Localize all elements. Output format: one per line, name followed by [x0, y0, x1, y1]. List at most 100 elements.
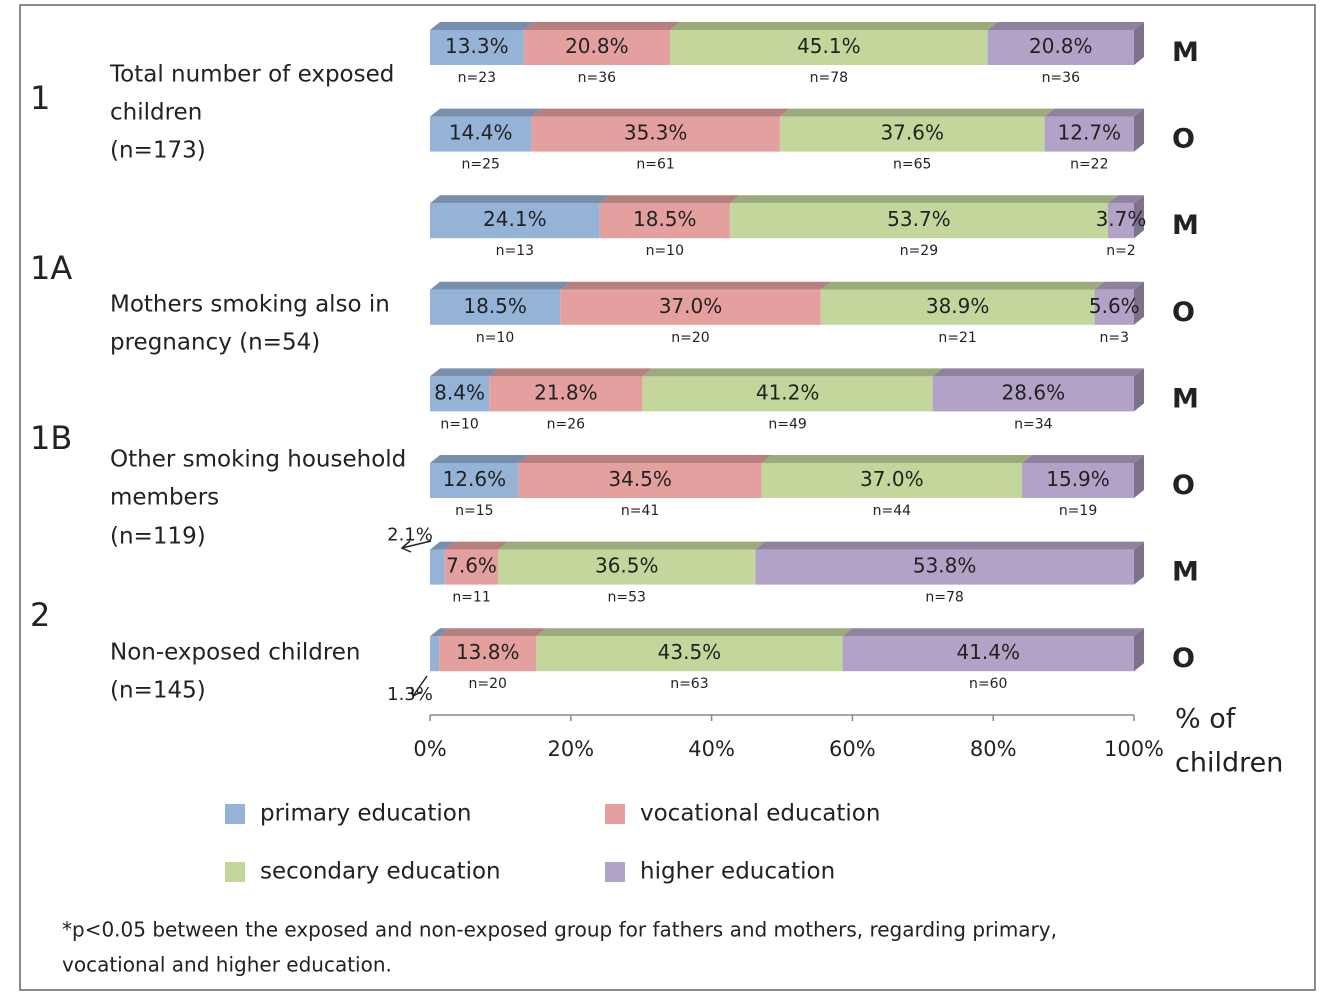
value-label: 45.1%	[797, 34, 861, 58]
value-label: 37.0%	[860, 467, 924, 491]
legend-swatch	[225, 804, 245, 824]
legend-label: vocational education	[640, 801, 880, 827]
bar-top	[489, 368, 653, 377]
count-label: n=23	[458, 70, 496, 86]
count-label: n=34	[1014, 416, 1053, 432]
value-label: 13.8%	[456, 640, 520, 664]
bar-side	[1134, 108, 1144, 152]
category-label: O	[1172, 643, 1195, 674]
bar-segment	[430, 116, 532, 152]
bar-side	[1134, 281, 1144, 325]
x-axis-label: children	[1175, 748, 1283, 779]
value-label: 8.4%	[434, 380, 485, 404]
category-label: M	[1172, 557, 1199, 588]
bar-segment	[430, 463, 519, 498]
arrow-head	[411, 686, 422, 698]
bar-segment	[599, 203, 730, 239]
bar-top	[523, 22, 681, 30]
bar-segment	[932, 376, 1134, 412]
category-label: O	[1172, 470, 1195, 501]
value-label: 41.2%	[756, 380, 820, 404]
group-label: (n=173)	[110, 138, 206, 164]
legend-label: secondary education	[260, 859, 501, 885]
bar-side	[1134, 455, 1144, 498]
bar-top	[842, 628, 1144, 637]
count-label: n=44	[873, 503, 912, 519]
count-label: n=10	[476, 330, 514, 346]
bar-top	[779, 108, 1055, 117]
bar-side	[1134, 541, 1144, 585]
bar-segment	[729, 203, 1108, 239]
bar-top	[1107, 195, 1144, 204]
group-id: 2	[30, 596, 50, 634]
count-label: n=21	[938, 330, 976, 346]
legend-swatch	[605, 862, 625, 882]
value-label: 36.5%	[595, 554, 659, 578]
category-label: M	[1172, 37, 1199, 68]
bar-top	[1022, 455, 1144, 463]
bar-segment	[842, 636, 1134, 672]
count-label: n=11	[452, 590, 490, 606]
bar-segment	[1094, 289, 1134, 325]
group-label: members	[110, 485, 219, 511]
value-label: 34.5%	[608, 467, 672, 491]
value-label: 14.4%	[449, 121, 513, 145]
bar-top	[430, 108, 542, 117]
bar-segment	[536, 636, 843, 672]
value-label: 21.8%	[534, 380, 598, 404]
value-label: 20.8%	[565, 34, 629, 58]
category-label: M	[1172, 383, 1199, 414]
bar-top	[599, 195, 740, 204]
bar-segment	[560, 289, 821, 325]
value-label: 13.3%	[445, 34, 509, 58]
group-label: pregnancy (n=54)	[110, 330, 320, 356]
arrow-head	[400, 540, 412, 553]
value-label: 3.7%	[1096, 207, 1147, 231]
bar-top	[820, 281, 1105, 290]
bar-top	[498, 541, 766, 550]
bar-top	[430, 368, 500, 377]
x-tick-label: 80%	[970, 737, 1017, 761]
bar-segment	[430, 376, 490, 412]
bar-top	[430, 628, 450, 637]
legend-label: higher education	[640, 859, 835, 885]
bar-top	[430, 22, 534, 30]
bar-top	[1044, 108, 1144, 117]
bar-segment	[820, 289, 1095, 325]
value-label: 7.6%	[446, 554, 497, 578]
x-tick-label: 20%	[547, 737, 594, 761]
count-label: n=20	[469, 676, 507, 692]
bar-side	[1134, 628, 1144, 672]
value-label: 18.5%	[633, 207, 697, 231]
bar-segment	[1044, 116, 1134, 152]
bar-segment	[439, 636, 537, 672]
value-label: 53.8%	[913, 554, 977, 578]
bar-top	[518, 455, 772, 463]
count-label: n=25	[461, 157, 499, 173]
count-label: n=49	[768, 416, 806, 432]
value-label: 38.9%	[926, 294, 990, 318]
count-label: n=3	[1100, 330, 1130, 346]
bar-segment	[779, 116, 1045, 152]
bar-segment	[987, 30, 1134, 65]
value-label: 43.5%	[658, 640, 722, 664]
value-label: 37.0%	[659, 294, 723, 318]
bar-segment	[430, 30, 524, 65]
bar-segment	[518, 463, 762, 498]
value-label: 41.4%	[956, 640, 1020, 664]
group-label: Other smoking household	[110, 447, 406, 473]
count-label: n=61	[636, 157, 674, 173]
count-label: n=53	[608, 590, 646, 606]
footnote: vocational and higher education.	[62, 953, 392, 977]
bar-side	[1134, 195, 1144, 239]
bar-top	[670, 22, 998, 30]
group-label: (n=145)	[110, 678, 206, 704]
bar-segment	[1107, 203, 1134, 239]
count-label: n=41	[621, 503, 659, 519]
legend-label: primary education	[260, 801, 471, 827]
count-label: n=10	[440, 416, 478, 432]
bar-segment	[523, 30, 671, 65]
value-label: 12.6%	[443, 467, 507, 491]
value-label: 12.7%	[1058, 121, 1122, 145]
